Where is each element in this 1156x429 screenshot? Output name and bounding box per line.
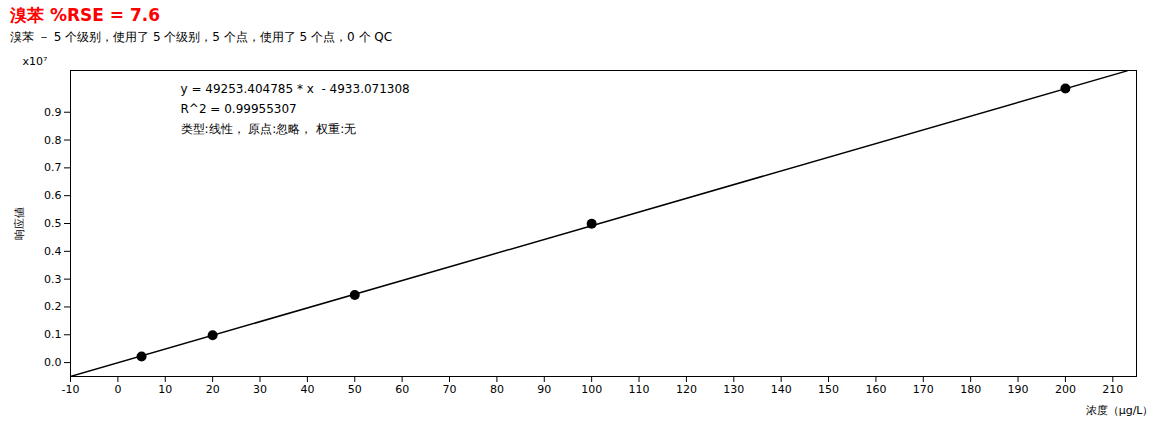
svg-text:y = 49253.404785 * x - 4933.0: y = 49253.404785 * x - 4933.071308 — [181, 82, 410, 96]
svg-text:0.9: 0.9 — [44, 106, 62, 119]
svg-text:20: 20 — [206, 383, 220, 396]
svg-text:10: 10 — [158, 383, 172, 396]
html-text:溴苯 － 5 个级别，使用了 5 个级别，5 个点，使用了: 溴苯 － 5 个级别，使用了 5 个级别，5 个点，使用了 5 个点，0 个 Q… — [10, 30, 393, 44]
svg-text:0.7: 0.7 — [44, 161, 62, 174]
svg-text:0.2: 0.2 — [44, 300, 62, 313]
svg-text:50: 50 — [348, 383, 362, 396]
svg-text:0.0: 0.0 — [44, 356, 62, 369]
svg-text:170: 170 — [913, 383, 934, 396]
svg-text:90: 90 — [537, 383, 551, 396]
svg-text:160: 160 — [865, 383, 886, 396]
svg-text:浓度（μg/L）: 浓度（μg/L） — [1086, 404, 1154, 417]
svg-text:140: 140 — [771, 383, 792, 396]
svg-text:70: 70 — [443, 383, 457, 396]
svg-text:x10⁷: x10⁷ — [23, 55, 48, 68]
svg-text:-10: -10 — [62, 383, 80, 396]
svg-text:190: 190 — [1008, 383, 1029, 396]
svg-text:210: 210 — [1102, 383, 1123, 396]
svg-text:0.1: 0.1 — [44, 328, 62, 341]
svg-text:响应値: 响应値 — [13, 207, 26, 240]
svg-text:120: 120 — [676, 383, 697, 396]
svg-text:类型:线性， 原点:忽略， 权重:无: 类型:线性， 原点:忽略， 权重:无 — [181, 122, 357, 136]
svg-text:200: 200 — [1055, 383, 1076, 396]
svg-text:40: 40 — [300, 383, 314, 396]
svg-text:60: 60 — [395, 383, 409, 396]
svg-text:0.5: 0.5 — [44, 217, 62, 230]
svg-text:110: 110 — [629, 383, 650, 396]
svg-text:80: 80 — [490, 383, 504, 396]
svg-text:0.3: 0.3 — [44, 273, 62, 286]
svg-text:R^2 = 0.99955307: R^2 = 0.99955307 — [181, 102, 297, 116]
svg-text:30: 30 — [253, 383, 267, 396]
svg-text:150: 150 — [818, 383, 839, 396]
html-text:溴苯 %RSE = 7.6: 溴苯 %RSE = 7.6 — [10, 5, 161, 25]
svg-text:180: 180 — [960, 383, 981, 396]
svg-text:0.8: 0.8 — [44, 134, 62, 147]
svg-text:0.6: 0.6 — [44, 189, 62, 202]
svg-text:130: 130 — [723, 383, 744, 396]
svg-text:100: 100 — [581, 383, 602, 396]
svg-text:0.4: 0.4 — [44, 245, 62, 258]
svg-text:0: 0 — [114, 383, 121, 396]
